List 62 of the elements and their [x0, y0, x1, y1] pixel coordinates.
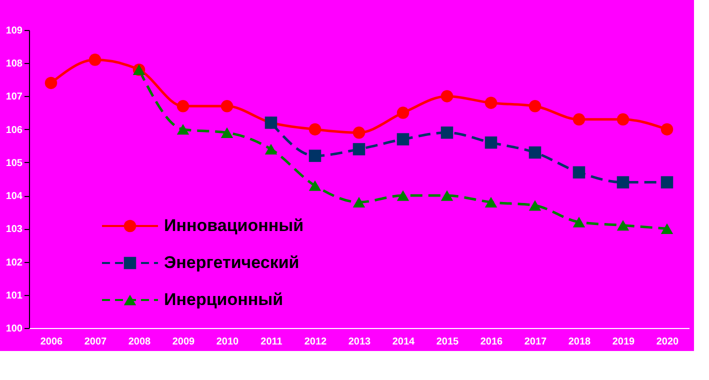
x-tick-label: 2018 — [568, 336, 592, 348]
x-tick-label: 2015 — [436, 336, 460, 348]
x-tick-label: 2020 — [656, 336, 680, 348]
x-tick-label: 2007 — [84, 336, 108, 348]
point — [308, 123, 322, 136]
point — [660, 176, 674, 188]
point — [176, 124, 190, 135]
x-tick-label: 2009 — [172, 336, 196, 348]
point — [528, 200, 542, 211]
x-tick-label: 2017 — [524, 336, 548, 348]
x-tick-label: 2006 — [40, 336, 64, 348]
point — [44, 76, 58, 90]
y-tick-label: 105 — [6, 158, 23, 169]
point — [484, 96, 498, 109]
point — [616, 220, 630, 231]
point — [660, 123, 674, 136]
legend-label: Энергетический — [164, 253, 300, 272]
point — [352, 126, 366, 139]
x-tick-label: 2010 — [216, 336, 240, 348]
y-tick-label: 104 — [6, 191, 23, 202]
point — [528, 100, 542, 112]
point — [396, 190, 410, 201]
legend-label: Инерционный — [164, 290, 284, 309]
legend-label: Инновационный — [164, 216, 304, 235]
point — [572, 113, 586, 126]
y-tick-label: 108 — [6, 58, 23, 70]
x-tick-label: 2012 — [304, 336, 328, 348]
point — [484, 196, 498, 208]
point — [440, 190, 454, 201]
point — [176, 100, 190, 112]
point — [528, 146, 542, 159]
x-tick-label: 2016 — [480, 336, 504, 348]
point — [484, 136, 498, 149]
point — [440, 126, 454, 139]
point — [308, 180, 322, 191]
y-tick-label: 109 — [6, 26, 23, 36]
point — [396, 133, 410, 146]
point — [616, 113, 630, 126]
y-tick-label: 100 — [6, 324, 23, 334]
point — [264, 144, 278, 155]
y-tick-label: 107 — [6, 92, 23, 103]
point — [308, 150, 322, 162]
point — [352, 143, 366, 156]
point — [616, 176, 630, 188]
point — [88, 54, 102, 66]
y-tick-label: 106 — [6, 124, 23, 136]
x-tick-label: 2008 — [128, 336, 152, 348]
x-tick-label: 2019 — [612, 336, 636, 348]
point — [440, 90, 454, 102]
x-tick-label: 2011 — [260, 336, 283, 348]
x-tick-label: 2014 — [392, 336, 416, 348]
point — [572, 166, 586, 178]
point — [352, 196, 366, 208]
point — [572, 216, 586, 228]
point — [396, 106, 410, 119]
point — [660, 223, 674, 234]
x-tick-label: 2013 — [348, 336, 372, 348]
y-tick-label: 101 — [6, 290, 23, 302]
point — [220, 100, 234, 112]
y-tick-label: 103 — [6, 224, 23, 236]
point — [220, 127, 234, 138]
y-tick-label: 102 — [6, 257, 23, 268]
